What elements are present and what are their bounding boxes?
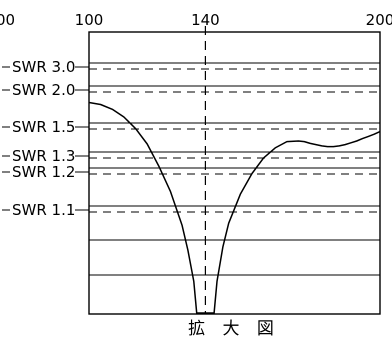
swr-level-label: SWR 3.0	[12, 58, 75, 76]
x-tick-label: 200	[366, 11, 392, 29]
swr-level-label: SWR 1.5	[12, 118, 75, 136]
swr-level-label: SWR 1.1	[12, 201, 75, 219]
swr-curve	[88, 101, 381, 314]
plot-frame	[88, 31, 381, 315]
chart-caption: 拡 大 図	[188, 319, 280, 339]
swr-level-label: SWR 1.2	[12, 163, 75, 181]
x-tick-label: 100	[75, 11, 104, 29]
x-tick-label-partial: 00	[0, 11, 15, 29]
swr-level-label: SWR 1.3	[12, 147, 75, 165]
swr-level-label: SWR 2.0	[12, 81, 75, 99]
x-tick-label: 140	[191, 11, 220, 29]
